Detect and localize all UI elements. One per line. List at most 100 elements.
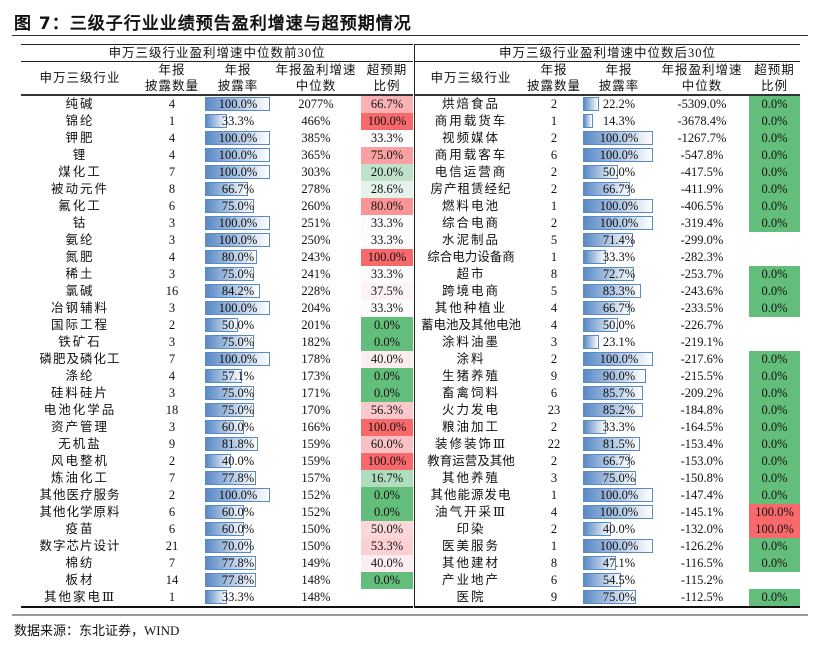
table-row: 火力发电 23 85.2% -184.8% 0.0% [415,402,800,419]
table-row: 煤化工 7 100.0% 303% 20.0% [21,164,413,181]
figure-title: 图 7：三级子行业业绩预告盈利增速与超预期情况 [14,14,412,34]
surprise-ratio: 0.0% [749,368,800,385]
disclosure-rate: 100.0% [599,148,639,162]
disclosure-rate-bar [205,148,270,162]
profit-growth-median: 228% [301,284,331,298]
disclosure-rate: 54.5% [602,573,636,587]
disclosure-count: 7 [168,471,176,485]
disclosure-rate-bar [583,199,653,213]
table-row: 铁矿石 3 75.0% 182% 0.0% [21,334,413,351]
table-row: 跨境电商 5 83.3% -243.6% 0.0% [415,283,800,300]
disclosure-rate-bar [205,488,270,502]
bottom30-table: 申万三级行业盈利增速中位数后30位 申万三级行业 年报 披露数量 年报 披露率 年报盈利增… [414,44,800,608]
disclosure-rate: 40.0% [221,454,255,468]
profit-growth-median: -282.3% [680,250,724,264]
profit-growth-median: 201% [301,318,331,332]
industry-name: 烘焙食品 [441,97,500,111]
disclosure-rate-bar [583,556,616,570]
disclosure-count: 6 [168,522,176,536]
table-row: 视频媒体 2 100.0% -1267.7% 0.0% [415,130,800,147]
disclosure-rate: 100.0% [599,352,639,366]
profit-growth-median: 466% [301,114,331,128]
disclosure-rate-bar [583,284,642,298]
profit-growth-median: -219.1% [680,335,724,349]
disclosure-count: 3 [168,267,176,281]
profit-growth-median: 250% [301,233,331,247]
disclosure-count: 4 [168,148,176,162]
disclosure-count: 9 [550,590,558,604]
profit-growth-median: -126.2% [680,539,724,553]
disclosure-count: 2 [550,131,558,145]
header-name: 申万三级行业 [415,70,527,86]
profit-growth-median: 260% [301,199,331,213]
surprise-ratio: 0.0% [749,419,800,436]
industry-name: 棉纺 [65,556,95,570]
disclosure-rate-bar [205,216,270,230]
disclosure-count: 2 [550,522,558,536]
profit-growth-median: -226.7% [680,318,724,332]
disclosure-count: 4 [550,301,558,315]
disclosure-rate: 100.0% [218,97,258,111]
table-row: 国际工程 2 50.0% 201% 0.0% [21,317,413,334]
disclosure-rate-bar [205,573,256,587]
disclosure-count: 22 [547,437,561,451]
profit-growth-median: -243.6% [680,284,724,298]
industry-name: 氟化工 [58,199,102,213]
disclosure-rate-bar [583,352,653,366]
header-label: 年报盈利增速 [661,63,743,77]
table-row: 医美服务 1 100.0% -126.2% 0.0% [415,538,800,555]
industry-name: 被动元件 [50,182,109,196]
disclosure-rate-bar [205,471,256,485]
profit-growth-median: 182% [301,335,331,349]
table-row: 教育运营及其他 2 66.7% -153.0% 0.0% [415,453,800,470]
disclosure-count: 2 [550,216,558,230]
disclosure-rate: 85.2% [602,403,636,417]
profit-growth-median: 150% [301,522,331,536]
industry-name: 其他化学原料 [39,505,121,519]
disclosure-rate: 75.0% [221,386,255,400]
disclosure-count: 5 [550,284,558,298]
surprise-ratio: 53.3% [361,538,413,555]
industry-name: 板材 [65,573,95,587]
disclosure-rate: 100.0% [218,352,258,366]
disclosure-rate: 23.1% [602,335,636,349]
disclosure-rate: 81.5% [602,437,636,451]
surprise-ratio: 0.0% [749,130,800,147]
disclosure-rate: 50.0% [602,165,636,179]
disclosure-rate: 57.1% [221,369,255,383]
industry-name: 涂料 [456,352,486,366]
disclosure-rate: 100.0% [599,488,639,502]
disclosure-rate-bar [583,114,593,128]
disclosure-rate: 66.7% [602,301,636,315]
table-row: 电池化学品 18 75.0% 170% 56.3% [21,402,413,419]
surprise-ratio: 50.0% [361,521,413,538]
profit-growth-median: -184.8% [680,403,724,417]
disclosure-rate-bar [205,352,270,366]
header-count: 年报 披露数量 [141,62,203,94]
header-median: 年报盈利增速 中位数 [656,62,748,94]
disclosure-rate-bar [205,437,259,451]
disclosure-rate-bar [583,301,630,315]
disclosure-count: 6 [550,386,558,400]
table-body: 烘焙食品 2 22.2% -5309.0% 0.0% 商用载货车 1 14.3% -3678.4… [415,96,800,608]
industry-name: 生猪养殖 [441,369,500,383]
disclosure-count: 1 [168,590,176,604]
surprise-ratio: 0.0% [749,487,800,504]
profit-growth-median: -5309.0% [677,97,727,111]
header-label: 年报 [540,63,568,77]
surprise-ratio: 0.0% [749,96,800,113]
industry-name: 磷肥及磷化工 [39,352,121,366]
profit-growth-median: 166% [301,420,331,434]
surprise-ratio: 0.0% [361,572,413,589]
profit-growth-median: -153.4% [680,437,724,451]
table-row: 超市 8 72.7% -253.7% 0.0% [415,266,800,283]
table-row: 其他养殖 3 75.0% -150.8% 0.0% [415,470,800,487]
surprise-ratio: 0.0% [749,300,800,317]
disclosure-rate-bar [205,267,254,281]
industry-name: 燃料电池 [441,199,500,213]
disclosure-count: 3 [168,233,176,247]
table-title: 申万三级行业盈利增速中位数前30位 [21,44,413,62]
disclosure-rate: 33.3% [602,420,636,434]
industry-name: 商用载客车 [434,148,508,162]
disclosure-count: 1 [168,114,176,128]
